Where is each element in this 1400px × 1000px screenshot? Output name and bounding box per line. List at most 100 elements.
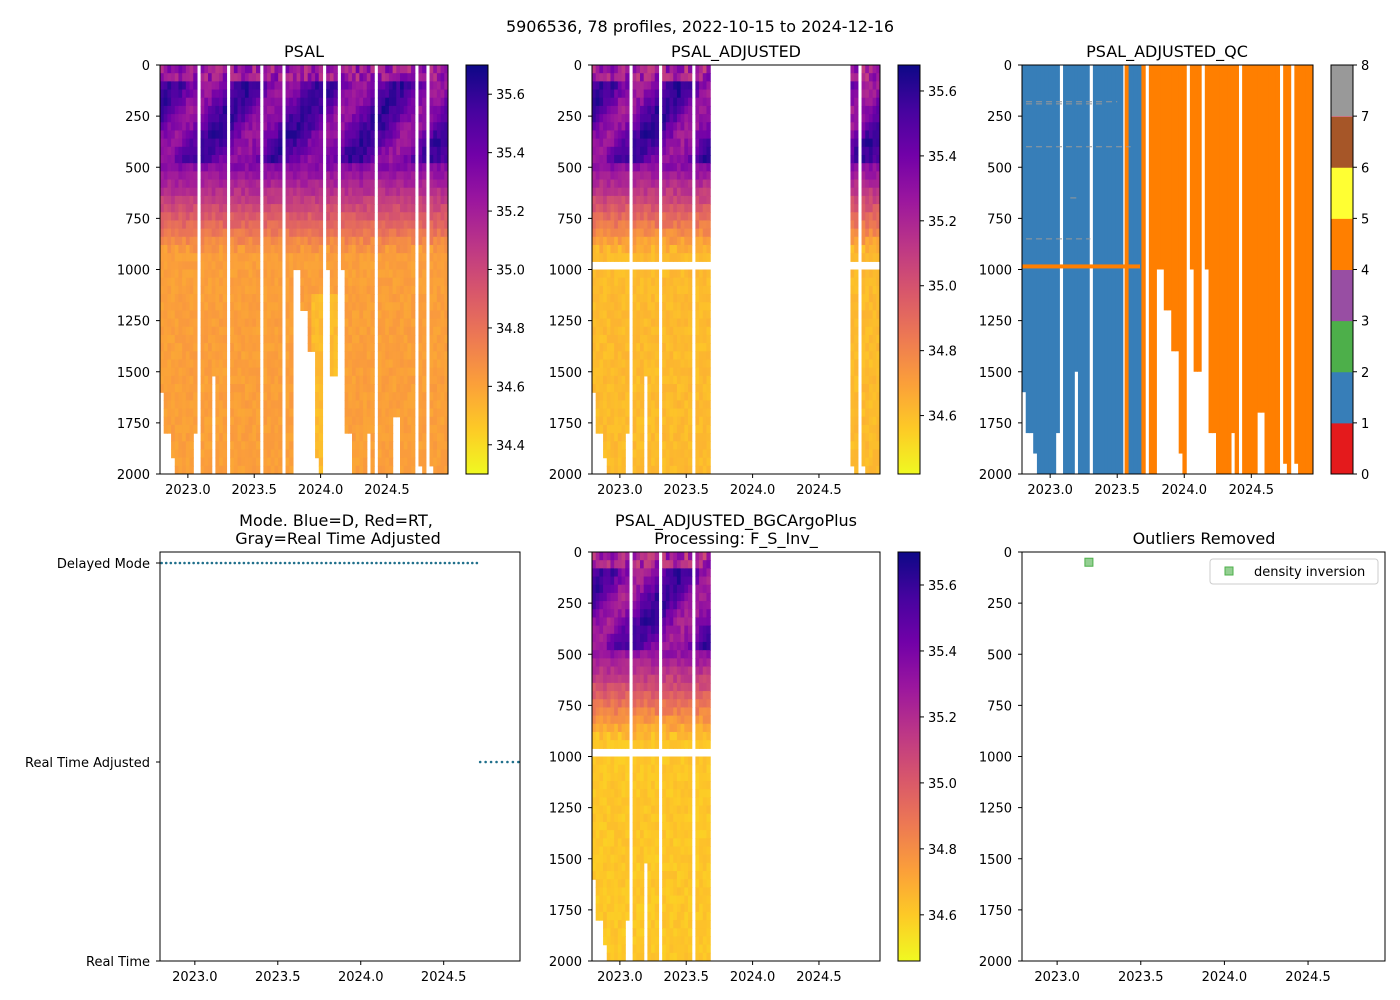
heatmap-cell: [241, 400, 246, 410]
heatmap-cell: [669, 65, 674, 74]
heatmap-cell: [599, 302, 604, 311]
colorbar: [465, 64, 489, 475]
heatmap-cell: [237, 408, 242, 418]
heatmap-cell: [407, 236, 412, 246]
heatmap-cell: [315, 375, 320, 385]
heatmap-cell: [680, 253, 685, 262]
heatmap-cell: [178, 65, 183, 74]
heatmap-cell: [695, 179, 700, 189]
heatmap-cell: [433, 65, 438, 74]
heatmap-cell: [422, 236, 427, 246]
heatmap-cell: [182, 326, 187, 336]
heatmap-cell: [363, 302, 368, 311]
heatmap-cell: [647, 179, 652, 189]
heatmap-cell: [352, 97, 357, 107]
heatmap-cell: [219, 171, 224, 181]
heatmap-cell: [377, 114, 383, 123]
heatmap-cell: [193, 318, 198, 328]
heatmap-cell: [318, 73, 324, 82]
heatmap-cell: [636, 433, 641, 442]
heatmap-cell: [865, 408, 870, 418]
heatmap-cell: [174, 433, 180, 442]
heatmap-cell: [396, 154, 401, 164]
heatmap-cell: [311, 318, 316, 328]
heatmap-cell: [352, 130, 357, 140]
heatmap-cell: [329, 130, 335, 140]
heatmap-cell: [850, 433, 855, 442]
heatmap-cell: [219, 294, 224, 303]
heatmap-cell: [632, 318, 637, 328]
heatmap-cell: [654, 302, 660, 311]
heatmap-cell: [621, 310, 626, 320]
heatmap-cell: [680, 138, 685, 148]
heatmap-cell: [178, 277, 183, 287]
heatmap-cell: [632, 122, 637, 132]
heatmap-cell: [333, 253, 338, 262]
heatmap-cell: [329, 73, 335, 82]
heatmap-cell: [599, 408, 604, 418]
heatmap-cell: [422, 375, 427, 385]
heatmap-cell: [599, 220, 604, 230]
heatmap-cell: [436, 138, 442, 148]
heatmap-cell: [292, 105, 298, 115]
heatmap-cell: [422, 302, 427, 311]
heatmap-cell: [643, 146, 648, 156]
heatmap-cell: [643, 122, 648, 132]
heatmap-cell: [396, 384, 401, 393]
heatmap-cell: [189, 375, 194, 385]
heatmap-cell: [215, 179, 220, 189]
heatmap-cell: [665, 400, 671, 410]
heatmap-cell: [230, 146, 235, 156]
heatmap-cell: [676, 449, 682, 459]
heatmap-cell: [174, 375, 180, 385]
heatmap-cell: [174, 424, 180, 434]
heatmap-cell: [230, 220, 235, 230]
heatmap-cell: [237, 465, 242, 474]
heatmap-cell: [625, 65, 630, 74]
heatmap-cell: [167, 416, 172, 426]
heatmap-cell: [865, 465, 870, 474]
heatmap-cell: [695, 400, 700, 410]
heatmap-cell: [699, 97, 704, 107]
heatmap-cell: [348, 114, 353, 123]
heatmap-cell: [688, 433, 693, 442]
heatmap-cell: [684, 138, 689, 148]
heatmap-cell: [256, 261, 261, 271]
heatmap-cell: [610, 359, 615, 369]
heatmap-cell: [418, 302, 423, 311]
heatmap-cell: [388, 253, 394, 262]
heatmap-cell: [366, 351, 372, 361]
heatmap-cell: [850, 269, 855, 279]
heatmap-cell: [643, 326, 648, 336]
heatmap-cell: [876, 269, 880, 279]
heatmap-cell: [318, 195, 324, 205]
heatmap-cell: [614, 244, 619, 254]
heatmap-cell: [625, 392, 630, 401]
heatmap-cell: [422, 457, 427, 467]
heatmap-cell: [422, 81, 427, 91]
heatmap-cell: [610, 138, 615, 148]
heatmap-cell: [647, 294, 652, 303]
heatmap-cell: [702, 433, 708, 442]
heatmap-cell: [702, 359, 708, 369]
heatmap-cell: [662, 179, 667, 189]
heatmap-cell: [617, 195, 623, 205]
heatmap-cell: [411, 441, 416, 451]
heatmap-cell: [215, 138, 220, 148]
heatmap-cell: [340, 89, 346, 99]
heatmap-cell: [222, 236, 228, 246]
heatmap-cell: [861, 384, 866, 393]
heatmap-cell: [270, 122, 276, 132]
heatmap-cell: [355, 204, 360, 213]
heatmap-cell: [363, 294, 368, 303]
heatmap-cell: [200, 351, 205, 361]
heatmap-cell: [440, 212, 445, 222]
heatmap-cell: [219, 302, 224, 311]
heatmap-cell: [429, 359, 434, 369]
heatmap-cell: [651, 457, 656, 467]
heatmap-cell: [621, 465, 626, 474]
heatmap-cell: [189, 81, 194, 91]
heatmap-cell: [248, 424, 253, 434]
colorbar: [897, 64, 921, 475]
heatmap-cell: [636, 154, 641, 164]
